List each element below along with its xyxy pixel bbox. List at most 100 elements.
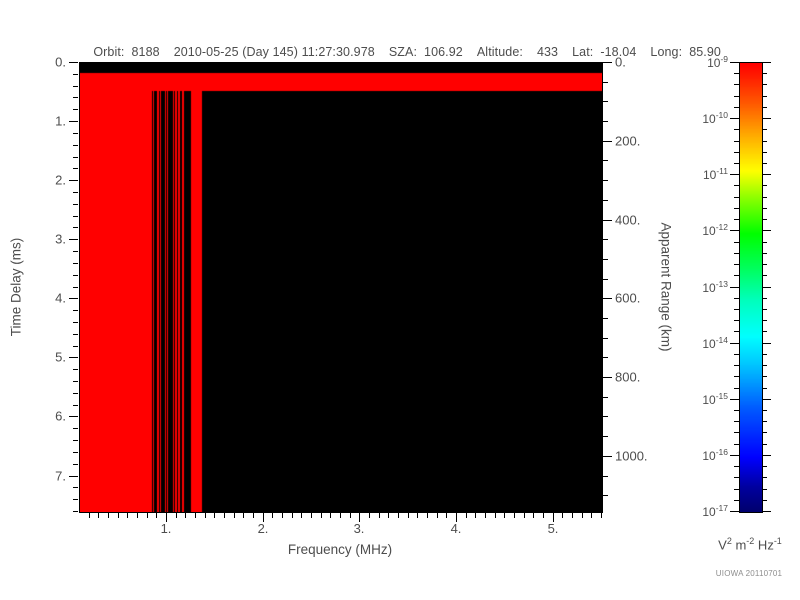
colorbar-tick-major (730, 287, 739, 288)
colorbar-tick-minor (734, 410, 739, 411)
colorbar-tick-major (762, 455, 771, 456)
x-tick-major (359, 513, 360, 522)
x-tick-minor (533, 513, 534, 518)
y-tick-minor (73, 452, 78, 453)
y-tick-minor (73, 227, 78, 228)
colorbar-tick-minor (762, 410, 767, 411)
colorbar-tick-minor (762, 264, 767, 265)
x-tick-minor (234, 513, 235, 518)
y-tick-minor (73, 405, 78, 406)
x-tick-minor (350, 513, 351, 518)
colorbar-tick-major (730, 399, 739, 400)
colorbar-tick-minor (762, 197, 767, 198)
y-tick-minor (73, 263, 78, 264)
y2-tick-minor (603, 338, 608, 339)
colorbar-tick-minor (734, 489, 739, 490)
x-tick-minor (301, 513, 302, 518)
colorbar-tick-minor (762, 376, 767, 377)
x-tick-minor (243, 513, 244, 518)
y2-tick-major (603, 141, 612, 142)
y2-tick-minor (603, 160, 608, 161)
y-tick-label: 2. (55, 172, 66, 188)
x-tick-minor (311, 513, 312, 518)
x-tick-minor (253, 513, 254, 518)
footer-credit: UIOWA 20110701 (715, 569, 783, 578)
colorbar-tick-minor (734, 185, 739, 186)
y-tick-major (69, 357, 78, 358)
y2-tick-major (603, 456, 612, 457)
colorbar-tick-minor (762, 388, 767, 389)
colorbar-tick-major (730, 455, 739, 456)
colorbar-tick-minor (734, 242, 739, 243)
y-tick-major (69, 121, 78, 122)
x-tick-minor (475, 513, 476, 518)
x-tick-minor (98, 513, 99, 518)
y-tick-minor (73, 310, 78, 311)
y2-tick-minor (603, 397, 608, 398)
x-tick-minor (272, 513, 273, 518)
y-tick-major (69, 298, 78, 299)
colorbar-tick-minor (762, 331, 767, 332)
unit-v: V (718, 537, 727, 553)
x-tick-major (553, 513, 554, 522)
x-tick-minor (427, 513, 428, 518)
x-tick-minor (582, 513, 583, 518)
y2-tick-minor (603, 318, 608, 319)
y-tick-minor (73, 334, 78, 335)
colorbar-gradient (740, 63, 762, 512)
x-tick-minor (601, 513, 602, 518)
x-tick-minor (127, 513, 128, 518)
x-tick-minor (282, 513, 283, 518)
colorbar-tick-minor (734, 500, 739, 501)
y-tick-minor (73, 109, 78, 110)
x-tick-minor (340, 513, 341, 518)
colorbar-tick-minor (734, 107, 739, 108)
x-tick-minor (572, 513, 573, 518)
y-tick-minor (73, 275, 78, 276)
y-tick-label: 0. (55, 54, 66, 70)
sza-value: 106.92 (424, 45, 463, 59)
y2-tick-label: 200. (615, 133, 641, 149)
y-tick-minor (73, 86, 78, 87)
colorbar (739, 62, 763, 513)
colorbar-tick-minor (734, 141, 739, 142)
y-tick-minor (73, 369, 78, 370)
x-tick-minor (485, 513, 486, 518)
colorbar-tick-minor (762, 208, 767, 209)
orbit-label: Orbit: (93, 45, 125, 59)
colorbar-tick-minor (762, 354, 767, 355)
colorbar-tick-minor (734, 320, 739, 321)
x-tick-minor (195, 513, 196, 518)
y-tick-minor (73, 440, 78, 441)
x-tick-minor (369, 513, 370, 518)
colorbar-tick-minor (734, 331, 739, 332)
y-tick-minor (73, 487, 78, 488)
x-tick-minor (543, 513, 544, 518)
y2-tick-minor (603, 259, 608, 260)
y2-tick-minor (603, 416, 608, 417)
colorbar-tick-major (762, 343, 771, 344)
colorbar-tick-minor (734, 466, 739, 467)
y2-tick-label: 600. (615, 290, 641, 306)
y2-tick-minor (603, 279, 608, 280)
colorbar-tick-major (730, 174, 739, 175)
y2-tick-minor (603, 200, 608, 201)
y-tick-label: 7. (55, 468, 66, 484)
y2-tick-minor (603, 357, 608, 358)
y2-tick-label: 800. (615, 369, 641, 385)
y2-tick-major (603, 62, 612, 63)
x-axis-title: Frequency (MHz) (287, 542, 393, 557)
plot-header: Orbit: 8188 2010-05-25 (Day 145) 11:27:3… (0, 31, 800, 73)
y2-axis-title: Apparent Range (km) (658, 222, 674, 352)
x-tick-label: 5. (547, 521, 559, 536)
colorbar-tick-major (762, 118, 771, 119)
colorbar-tick-minor (734, 163, 739, 164)
x-tick-minor (214, 513, 215, 518)
x-tick-minor (321, 513, 322, 518)
x-tick-minor (495, 513, 496, 518)
y2-tick-label: 400. (615, 212, 641, 228)
y-tick-major (69, 416, 78, 417)
colorbar-tick-label: 10-12 (702, 222, 728, 238)
y-tick-minor (73, 381, 78, 382)
x-tick-minor (156, 513, 157, 518)
